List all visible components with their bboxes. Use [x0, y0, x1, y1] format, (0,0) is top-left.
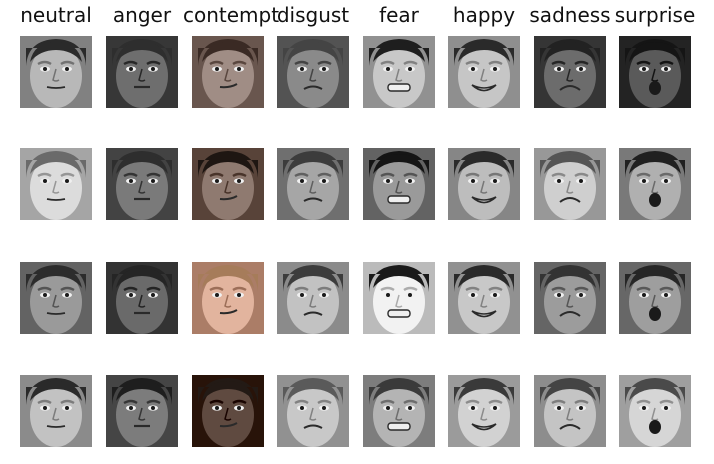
- face-image-contempt: [192, 262, 264, 334]
- face-image-anger: [106, 148, 178, 220]
- face-image-happy: [448, 375, 520, 447]
- face-image-neutral: [20, 262, 92, 334]
- column-title-sadness: sadness: [529, 3, 611, 27]
- face-image-sadness: [534, 375, 606, 447]
- face-image-fear: [363, 148, 435, 220]
- face-image-neutral: [20, 148, 92, 220]
- face-image-happy: [448, 148, 520, 220]
- face-image-fear: [363, 36, 435, 108]
- face-image-disgust: [277, 375, 349, 447]
- face-image-sadness: [534, 148, 606, 220]
- face-image-contempt: [192, 36, 264, 108]
- face-image-fear: [363, 262, 435, 334]
- face-image-anger: [106, 262, 178, 334]
- face-image-surprise: [619, 36, 691, 108]
- face-image-happy: [448, 262, 520, 334]
- face-image-disgust: [277, 262, 349, 334]
- column-title-neutral: neutral: [20, 3, 92, 27]
- face-image-sadness: [534, 262, 606, 334]
- face-image-anger: [106, 36, 178, 108]
- face-image-happy: [448, 36, 520, 108]
- face-image-disgust: [277, 148, 349, 220]
- face-image-anger: [106, 375, 178, 447]
- face-image-sadness: [534, 36, 606, 108]
- face-image-disgust: [277, 36, 349, 108]
- column-title-fear: fear: [379, 3, 419, 27]
- face-image-neutral: [20, 36, 92, 108]
- face-image-neutral: [20, 375, 92, 447]
- face-image-surprise: [619, 262, 691, 334]
- column-title-happy: happy: [452, 3, 516, 27]
- face-image-surprise: [619, 148, 691, 220]
- face-image-surprise: [619, 375, 691, 447]
- face-image-fear: [363, 375, 435, 447]
- column-title-disgust: disgust: [276, 3, 350, 27]
- column-title-anger: anger: [112, 3, 172, 27]
- column-title-surprise: surprise: [614, 3, 696, 27]
- column-title-contempt: contempt: [183, 3, 280, 27]
- face-image-contempt: [192, 375, 264, 447]
- face-image-contempt: [192, 148, 264, 220]
